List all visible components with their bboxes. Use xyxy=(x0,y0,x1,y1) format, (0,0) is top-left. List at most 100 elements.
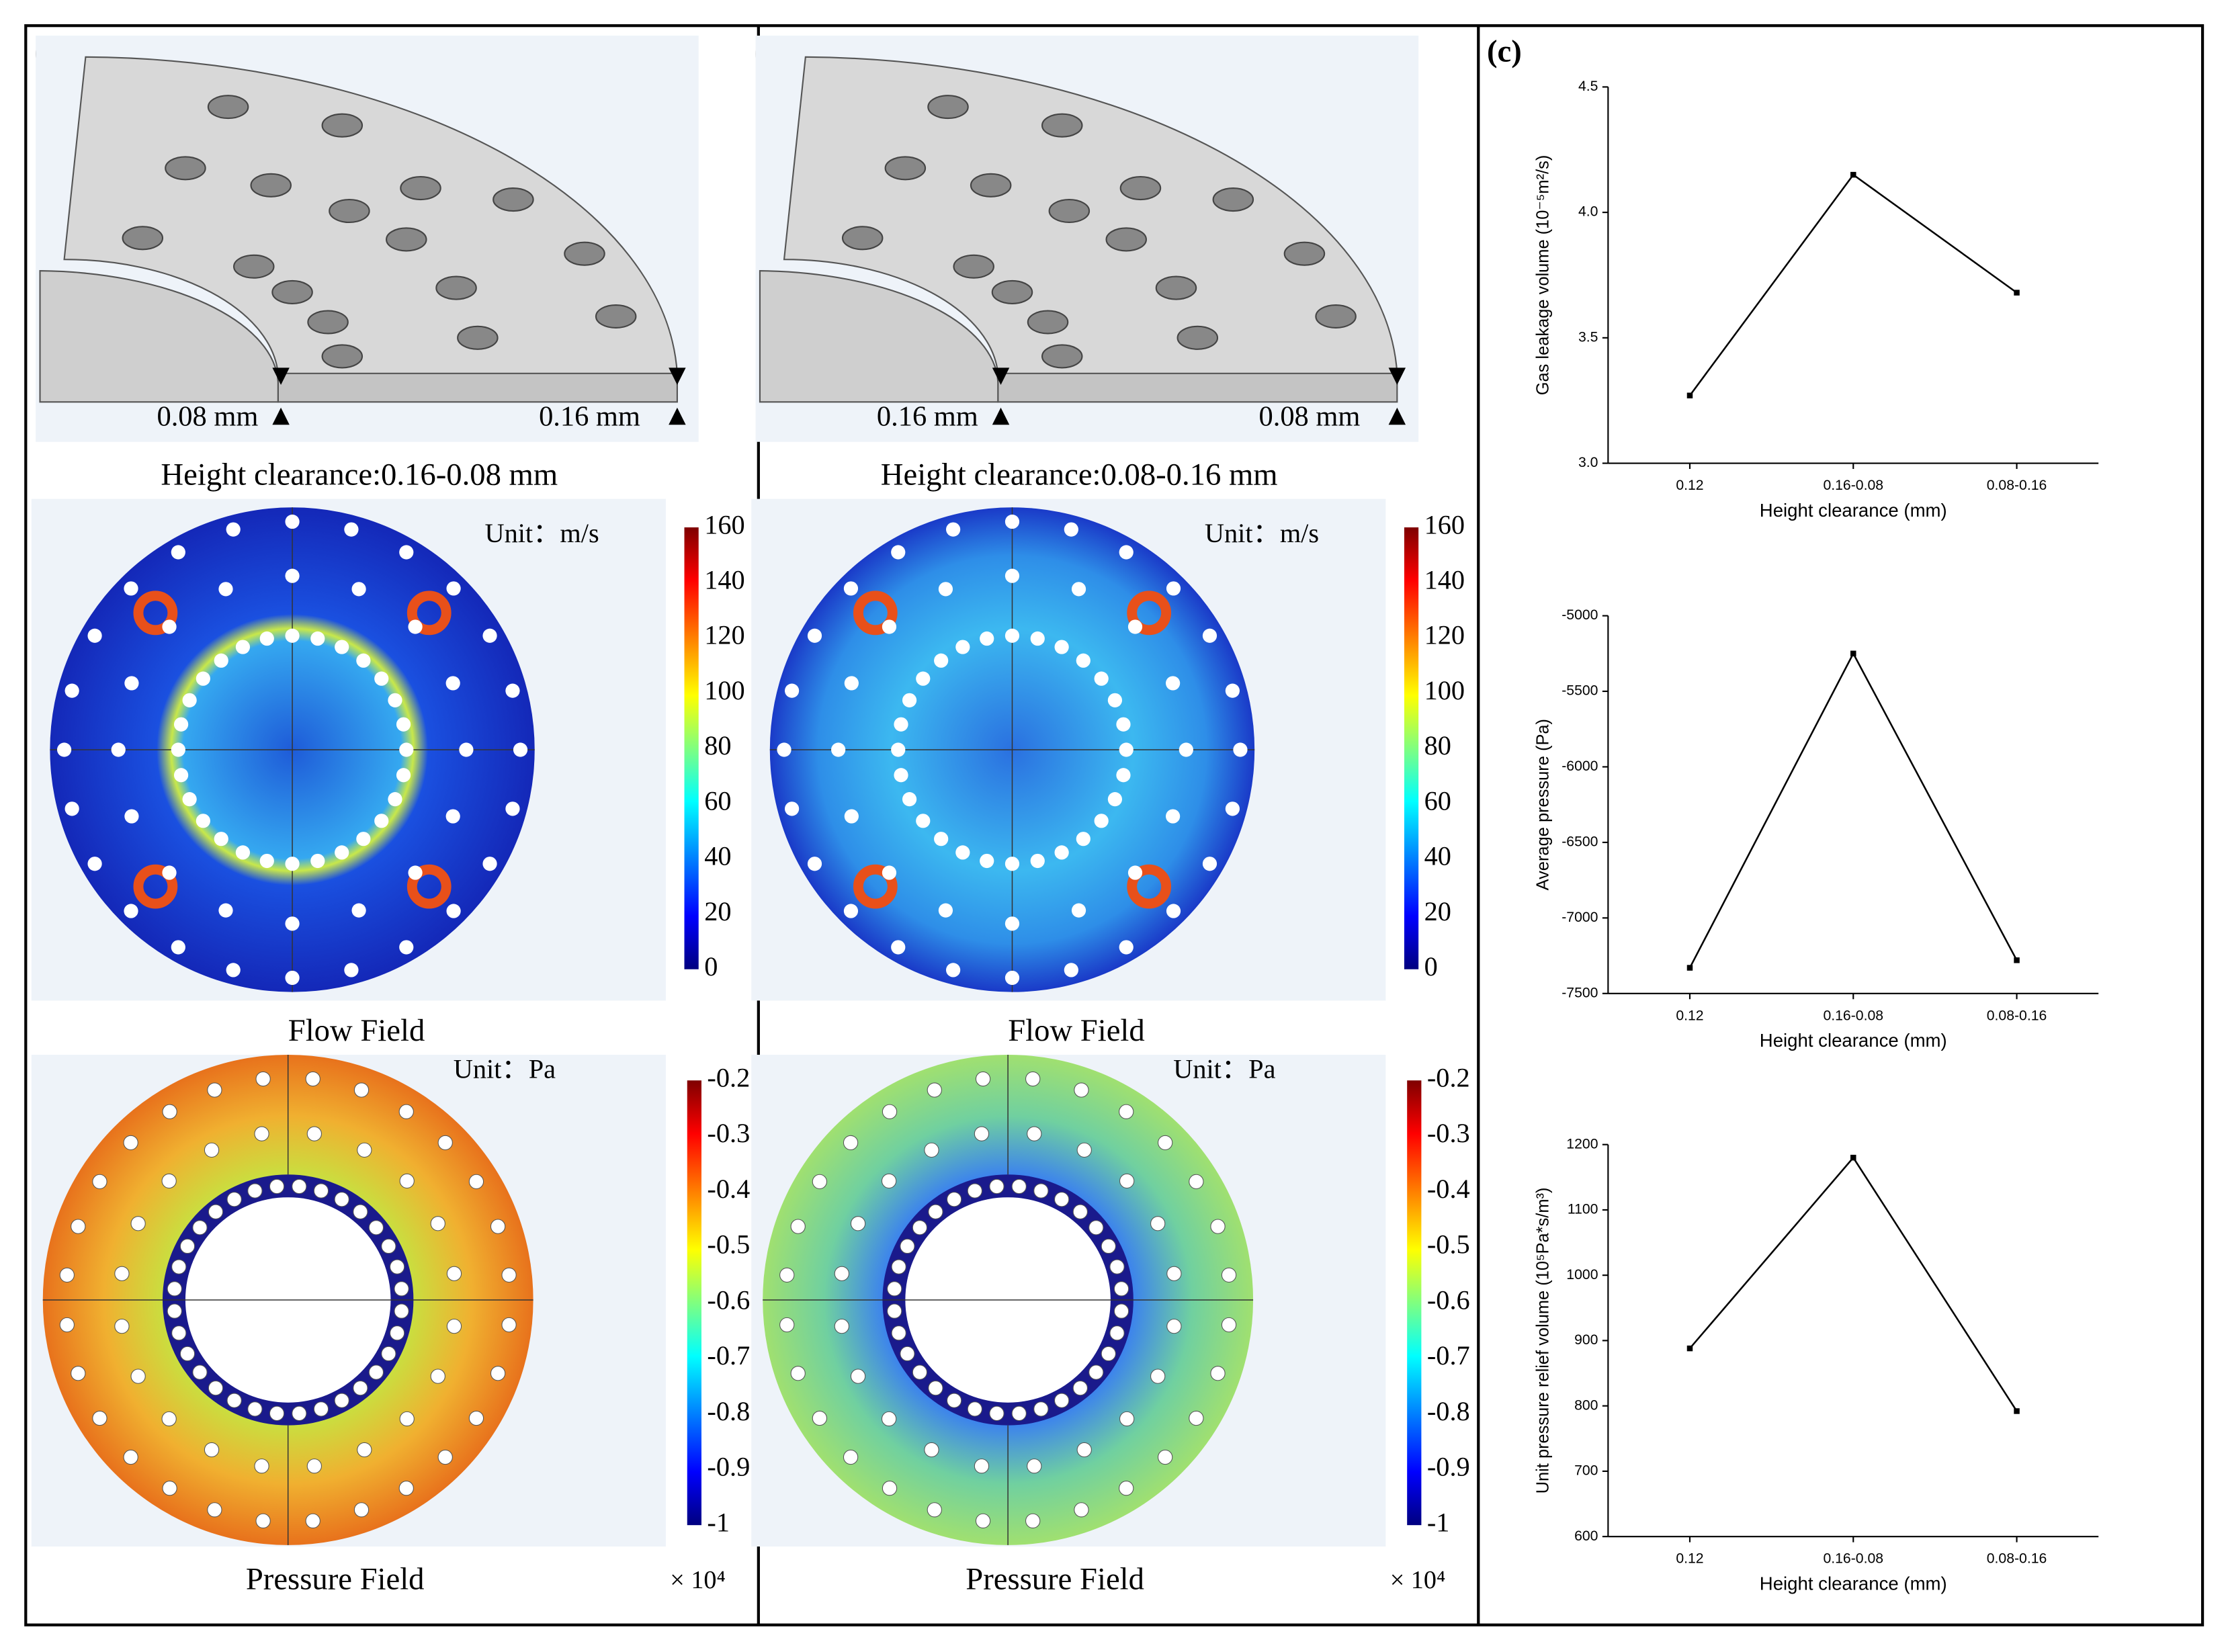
hole xyxy=(388,792,402,807)
hole xyxy=(399,1411,415,1427)
plate-hole xyxy=(329,198,370,224)
hole xyxy=(56,742,72,757)
marker xyxy=(2014,1408,2020,1414)
colorbar-tick-label: -0.6 xyxy=(1427,1285,1470,1315)
hole xyxy=(208,1204,224,1219)
hole xyxy=(247,1183,263,1199)
plate-edge xyxy=(997,372,1398,403)
hole xyxy=(891,940,906,955)
plate-hole xyxy=(991,279,1033,304)
plate-hole xyxy=(307,310,349,335)
y-tick-label: 4.0 xyxy=(1578,204,1598,220)
plate-hole xyxy=(1041,344,1083,369)
dimension-label: 0.16 mm xyxy=(539,401,640,433)
field-title: Pressure Field xyxy=(966,1562,1144,1597)
hole xyxy=(235,845,251,860)
hole xyxy=(124,904,138,918)
plate-hole xyxy=(435,275,477,300)
hole xyxy=(1189,1410,1204,1426)
colorbar-tick-label: -0.2 xyxy=(1427,1062,1470,1092)
plate-top xyxy=(783,56,1398,374)
dim-arrow xyxy=(669,407,686,425)
line xyxy=(1689,1156,2018,1412)
hole xyxy=(894,768,908,783)
hole xyxy=(65,801,79,816)
field-title: Flow Field xyxy=(1008,1013,1145,1048)
hole xyxy=(1166,1266,1182,1281)
hole xyxy=(912,1364,928,1380)
hole xyxy=(924,1442,939,1458)
hole xyxy=(430,1216,445,1231)
hole xyxy=(967,1183,982,1199)
x-tick-label: 0.08-0.16 xyxy=(1987,1551,2047,1567)
plate-hole xyxy=(1105,227,1147,252)
dimension-label: 0.16 mm xyxy=(877,401,978,433)
hole xyxy=(399,1173,415,1189)
colorbar-tick-label: -0.2 xyxy=(707,1062,750,1092)
hole xyxy=(850,1368,866,1384)
hole xyxy=(59,1317,75,1333)
hole xyxy=(1076,1142,1092,1158)
hole xyxy=(399,940,414,955)
hole xyxy=(196,671,210,686)
hole xyxy=(882,865,897,880)
hole xyxy=(306,1126,322,1141)
hole xyxy=(92,1174,108,1189)
hole xyxy=(353,1082,370,1098)
hole xyxy=(1072,1204,1088,1219)
hole xyxy=(247,1401,263,1417)
hole xyxy=(938,582,953,597)
colorbar-tick-label: 0 xyxy=(1424,951,1438,982)
hole xyxy=(955,845,970,860)
hole xyxy=(255,1071,271,1087)
colorbar xyxy=(687,1080,701,1526)
y-axis-label: Average pressure (Pa) xyxy=(1534,719,1553,890)
hole xyxy=(812,1174,828,1189)
frame xyxy=(24,24,2205,1626)
hole xyxy=(1166,581,1181,596)
hole xyxy=(1074,1082,1089,1098)
plate-hole xyxy=(841,226,884,251)
hole xyxy=(881,1411,897,1427)
hole xyxy=(182,693,197,707)
hole xyxy=(353,1381,368,1396)
hole xyxy=(1064,522,1078,537)
colorbar-tick-label: -0.5 xyxy=(707,1229,750,1260)
unit-label: Unit：m/s xyxy=(484,518,599,548)
hole xyxy=(285,970,300,986)
hole xyxy=(482,628,497,643)
hole xyxy=(882,1104,898,1119)
dim-arrow xyxy=(669,367,686,385)
hole xyxy=(1004,568,1020,583)
hole xyxy=(430,1368,445,1384)
colorbar-tick-label: -0.4 xyxy=(707,1174,750,1204)
unit-label: Unit：Pa xyxy=(454,1054,556,1084)
plate-hole xyxy=(1119,176,1162,201)
colorbar-tick-label: 40 xyxy=(704,841,731,871)
plate-hole xyxy=(250,173,292,198)
hole xyxy=(351,582,366,597)
y-tick-label: 800 xyxy=(1574,1397,1598,1413)
hole xyxy=(285,628,300,643)
hole xyxy=(843,581,859,596)
x-tick-label: 0.16-0.08 xyxy=(1823,1008,1883,1023)
hole xyxy=(171,940,185,955)
inner-step xyxy=(39,270,279,403)
hole xyxy=(891,1259,906,1274)
hole xyxy=(192,1220,208,1235)
hole xyxy=(1107,792,1123,807)
colorbar-tick-label: -1 xyxy=(1427,1507,1450,1537)
hole xyxy=(1150,1216,1166,1231)
hole xyxy=(1166,1318,1182,1334)
hole xyxy=(916,814,931,828)
hole xyxy=(445,676,460,691)
hole xyxy=(831,742,846,757)
y-tick-label: 900 xyxy=(1574,1332,1598,1348)
hole xyxy=(285,857,300,871)
hole xyxy=(254,1459,269,1474)
hole xyxy=(87,857,102,871)
hole xyxy=(310,853,325,869)
hole xyxy=(1064,963,1078,977)
hole xyxy=(834,1318,849,1334)
